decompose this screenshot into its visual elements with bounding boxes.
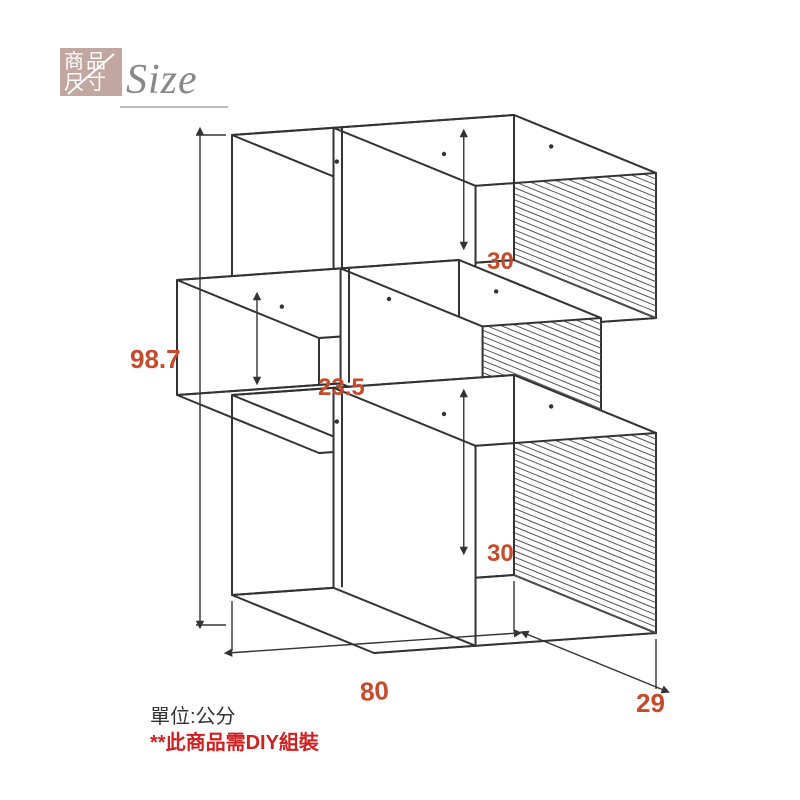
dim-shelf-top: 30	[487, 248, 514, 276]
dim-shelf-bot: 30	[487, 540, 514, 568]
dim-width: 80	[359, 675, 390, 708]
dim-shelf-mid: 23.5	[318, 374, 365, 402]
unit-note: 單位:公分	[150, 700, 236, 729]
shelf-drawing	[0, 0, 800, 800]
shelf-geometry	[177, 115, 656, 653]
dim-depth: 29	[636, 688, 665, 719]
diagram-stage: 商品 尺寸 Size 98.7 80 29 30 23.5 30 單位:公分 *…	[0, 0, 800, 800]
dim-height-total: 98.7	[130, 344, 181, 375]
diy-warning: **此商品需DIY組裝	[150, 726, 319, 755]
